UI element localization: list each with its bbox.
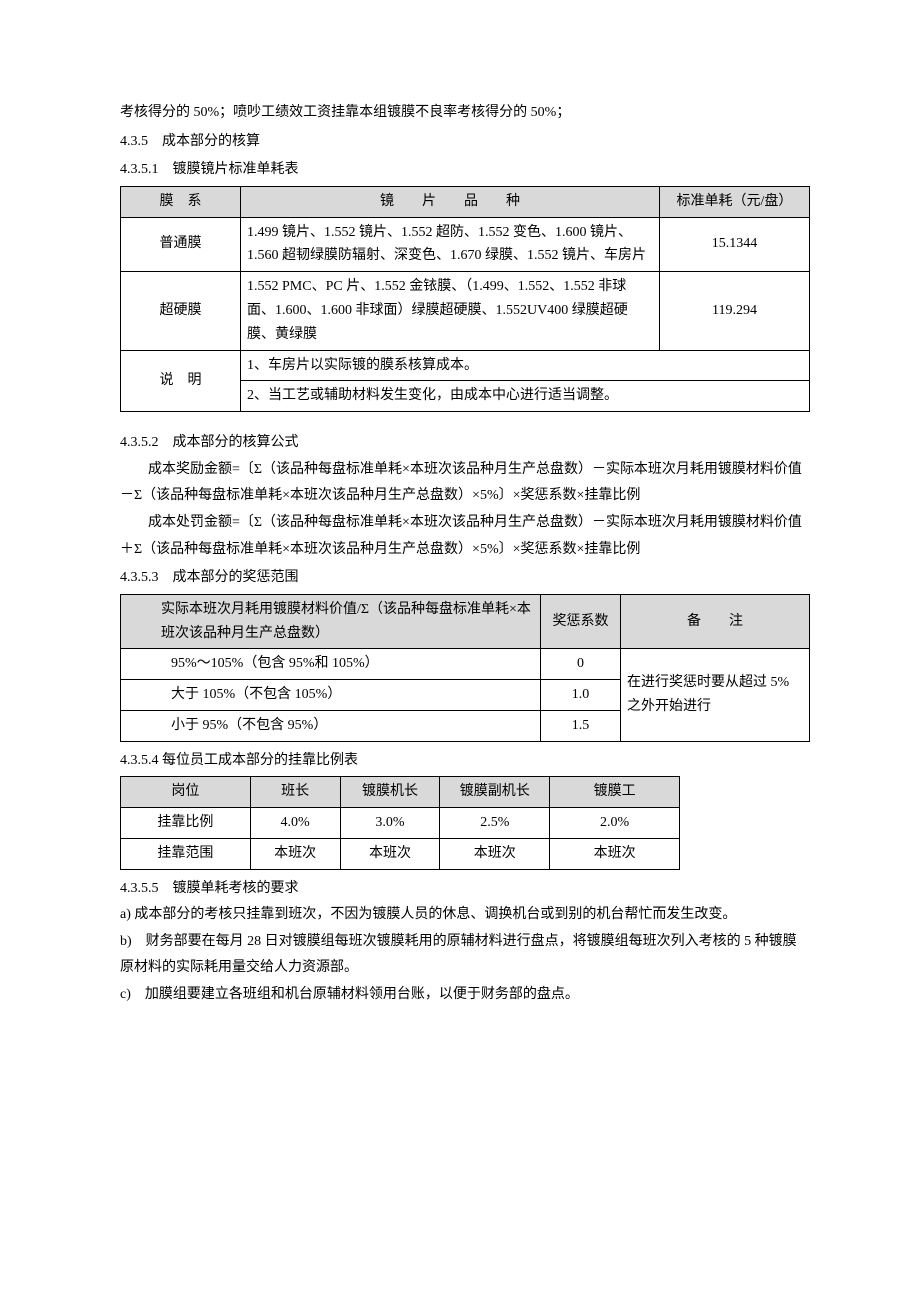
formula-penalty: 成本处罚金额=〔Σ（该品种每盘标准单耗×本班次该品种月生产总盘数）－实际本班次月… — [120, 510, 810, 563]
t1-r2c1: 超硬膜 — [121, 272, 241, 350]
t1-r1c1: 普通膜 — [121, 217, 241, 272]
t1-h1: 膜 系 — [121, 186, 241, 217]
t2-r2c1: 大于 105%（不包含 105%） — [121, 680, 541, 711]
t1-note-label: 说 明 — [121, 350, 241, 412]
t1-r2c3: 119.294 — [660, 272, 810, 350]
req-c: c) 加膜组要建立各班组和机台原辅材料领用台账，以便于财务部的盘点。 — [120, 982, 810, 1009]
t3-r1c5: 2.0% — [550, 808, 680, 839]
t3-h1: 岗位 — [121, 777, 251, 808]
t2-h2: 奖惩系数 — [541, 594, 621, 649]
formula-reward: 成本奖励金额=〔Σ（该品种每盘标准单耗×本班次该品种月生产总盘数）－实际本班次月… — [120, 457, 810, 510]
t3-r1c2: 4.0% — [250, 808, 340, 839]
t3-r2c1: 挂靠范围 — [121, 838, 251, 869]
heading-4-3-5-1: 4.3.5.1 镀膜镜片标准单耗表 — [120, 157, 810, 184]
heading-4-3-5-2: 4.3.5.2 成本部分的核算公式 — [120, 430, 810, 457]
table-penalty-range: 实际本班次月耗用镀膜材料价值/Σ（该品种每盘标准单耗×本班次该品种月生产总盘数）… — [120, 594, 810, 742]
t2-r3c2: 1.5 — [541, 710, 621, 741]
t1-r2c2: 1.552 PMC、PC 片、1.552 金铱膜、（1.499、1.552、1.… — [241, 272, 660, 350]
table-ratio: 岗位 班长 镀膜机长 镀膜副机长 镀膜工 挂靠比例 4.0% 3.0% 2.5%… — [120, 776, 680, 869]
t3-r1c3: 3.0% — [340, 808, 440, 839]
t1-h3: 标准单耗（元/盘） — [660, 186, 810, 217]
t3-h5: 镀膜工 — [550, 777, 680, 808]
t3-r1c4: 2.5% — [440, 808, 550, 839]
t1-r1c2: 1.499 镜片、1.552 镜片、1.552 超防、1.552 变色、1.60… — [241, 217, 660, 272]
t3-r2c2: 本班次 — [250, 838, 340, 869]
intro-text: 考核得分的 50%；喷吵工绩效工资挂靠本组镀膜不良率考核得分的 50%； — [120, 100, 810, 127]
t3-r2c5: 本班次 — [550, 838, 680, 869]
heading-4-3-5-5: 4.3.5.5 镀膜单耗考核的要求 — [120, 876, 810, 903]
t2-r1c2: 0 — [541, 649, 621, 680]
heading-4-3-5-3: 4.3.5.3 成本部分的奖惩范围 — [120, 565, 810, 592]
t2-h1: 实际本班次月耗用镀膜材料价值/Σ（该品种每盘标准单耗×本班次该品种月生产总盘数） — [121, 594, 541, 649]
t3-r2c3: 本班次 — [340, 838, 440, 869]
t2-r3c1: 小于 95%（不包含 95%） — [121, 710, 541, 741]
t1-r1c3: 15.1344 — [660, 217, 810, 272]
t3-h4: 镀膜副机长 — [440, 777, 550, 808]
t1-h2: 镜 片 品 种 — [241, 186, 660, 217]
req-b: b) 财务部要在每月 28 日对镀膜组每班次镀膜耗用的原辅材料进行盘点，将镀膜组… — [120, 929, 810, 982]
t1-note1: 1、车房片以实际镀的膜系核算成本。 — [241, 350, 810, 381]
t3-r1c1: 挂靠比例 — [121, 808, 251, 839]
t1-note2: 2、当工艺或辅助材料发生变化，由成本中心进行适当调整。 — [241, 381, 810, 412]
t2-r2c2: 1.0 — [541, 680, 621, 711]
heading-4-3-5: 4.3.5 成本部分的核算 — [120, 129, 810, 156]
t2-note: 在进行奖惩时要从超过 5%之外开始进行 — [621, 649, 810, 741]
t3-r2c4: 本班次 — [440, 838, 550, 869]
t2-r1c1: 95%～105%（包含 95%和 105%） — [121, 649, 541, 680]
t2-h3: 备 注 — [621, 594, 810, 649]
t3-h2: 班长 — [250, 777, 340, 808]
heading-4-3-5-4: 4.3.5.4 每位员工成本部分的挂靠比例表 — [120, 748, 810, 775]
t3-h3: 镀膜机长 — [340, 777, 440, 808]
table-standard-consumption: 膜 系 镜 片 品 种 标准单耗（元/盘） 普通膜 1.499 镜片、1.552… — [120, 186, 810, 412]
req-a: a) 成本部分的考核只挂靠到班次，不因为镀膜人员的休息、调换机台或到别的机台帮忙… — [120, 902, 810, 929]
